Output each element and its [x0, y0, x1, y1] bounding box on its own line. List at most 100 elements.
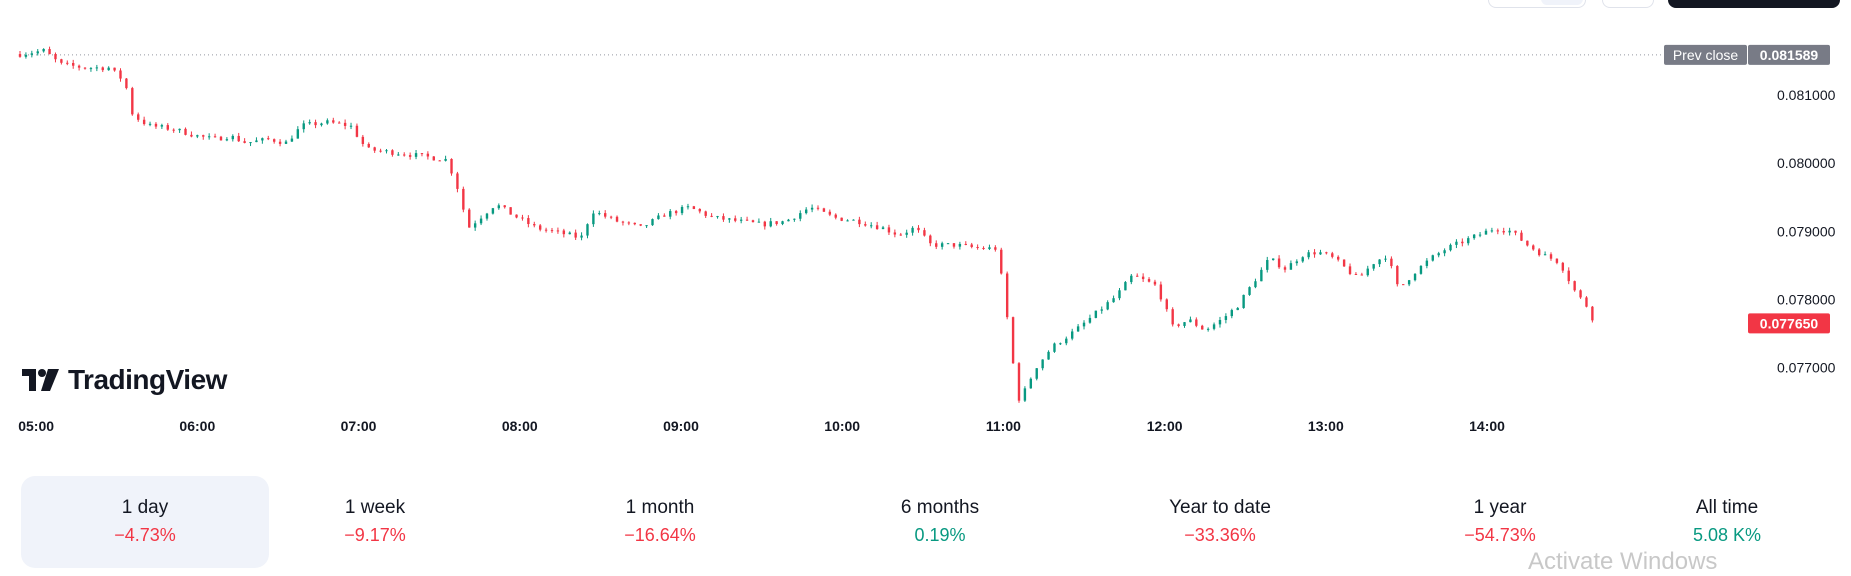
candle: [190, 131, 193, 138]
candle-body: [95, 67, 99, 69]
candle-body: [1301, 257, 1304, 262]
candle: [970, 242, 973, 249]
candle-body: [1549, 254, 1553, 259]
candle-body: [1354, 273, 1358, 275]
candle: [1425, 258, 1429, 269]
candle-body: [1378, 259, 1381, 265]
candle-body: [1472, 234, 1476, 239]
period-year-to-date[interactable]: Year to date −33.36%: [1096, 476, 1344, 568]
candle-body: [196, 135, 199, 137]
candle: [491, 207, 495, 215]
candle: [568, 231, 571, 235]
candle: [905, 229, 908, 238]
candle-body: [172, 129, 175, 131]
candle: [917, 225, 920, 233]
candle: [870, 222, 873, 229]
candle: [379, 148, 382, 153]
candle: [343, 119, 347, 130]
candle: [497, 203, 501, 210]
candle: [1520, 230, 1523, 242]
candle: [1029, 377, 1033, 389]
period-6-months[interactable]: 6 months 0.19%: [816, 476, 1064, 568]
candle-body: [1224, 316, 1228, 320]
period-all-time[interactable]: All time 5.08 K%: [1603, 476, 1851, 568]
candle: [1070, 328, 1074, 341]
candle-body: [1124, 282, 1127, 291]
candle-body: [403, 154, 406, 156]
candle-body: [1147, 279, 1151, 282]
candle-body: [101, 67, 104, 71]
candle-body: [89, 68, 93, 70]
candle: [609, 215, 613, 220]
candle-body: [1277, 258, 1281, 268]
candle: [1177, 323, 1180, 328]
candle: [426, 151, 430, 160]
period-1-week[interactable]: 1 week −9.17%: [251, 476, 499, 568]
candle-body: [190, 134, 193, 137]
candle-body: [940, 243, 944, 247]
candle-body: [633, 222, 636, 225]
candle-body: [1141, 276, 1145, 280]
candle: [816, 205, 820, 211]
candle: [562, 228, 566, 238]
candle-body: [473, 223, 477, 228]
candle-body: [408, 155, 412, 157]
candle-body: [184, 128, 187, 135]
candle: [72, 59, 75, 69]
candle: [1467, 236, 1470, 246]
candle-body: [1331, 253, 1334, 257]
period-1-month[interactable]: 1 month −16.64%: [536, 476, 784, 568]
time-tick-label: 07:00: [341, 418, 377, 434]
candle: [290, 135, 294, 142]
period-label: 6 months: [900, 497, 980, 518]
candle-body: [397, 154, 400, 156]
candle-body: [538, 225, 542, 230]
candle-body: [917, 227, 920, 231]
candle-body: [810, 207, 814, 210]
candle-body: [734, 218, 737, 221]
period-change: 0.19%: [914, 525, 966, 545]
price-chart[interactable]: 0.081000 0.080000 0.079000 0.078000 0.077000…: [0, 0, 1851, 450]
candle-body: [1520, 232, 1523, 241]
tradingview-logo[interactable]: TradingView: [22, 364, 227, 396]
candle-body: [598, 213, 601, 215]
candle: [686, 203, 690, 210]
candle: [680, 205, 684, 216]
candle-body: [1260, 269, 1263, 282]
period-1-day[interactable]: 1 day −4.73%: [21, 476, 269, 568]
candle: [237, 132, 240, 142]
candle: [1130, 273, 1133, 285]
candle: [60, 58, 63, 65]
candle: [338, 121, 341, 124]
period-change: −4.73%: [114, 525, 176, 545]
candle: [698, 208, 701, 214]
time-axis: 05:00 06:00 07:00 08:00 09:00 10:00 11:00 12:00…: [18, 418, 1505, 434]
candle-body: [367, 143, 370, 148]
candle: [1183, 321, 1186, 328]
candle: [320, 122, 323, 127]
period-1-year[interactable]: 1 year −54.73%: [1376, 476, 1624, 568]
candle: [1082, 320, 1086, 330]
candle: [645, 225, 648, 228]
candle: [840, 217, 843, 222]
candle: [799, 210, 802, 222]
candle: [101, 66, 104, 73]
candle-body: [1319, 252, 1322, 255]
candle-body: [864, 224, 867, 226]
candle-body: [840, 217, 843, 221]
price-tick-label: 0.078000: [1777, 292, 1836, 308]
candle: [408, 152, 412, 160]
candle-body: [426, 153, 430, 157]
candle: [1266, 256, 1269, 273]
candle: [373, 146, 376, 153]
candle: [438, 160, 441, 162]
candle-body: [1041, 359, 1044, 369]
candle-body: [30, 53, 34, 55]
candle: [1555, 258, 1559, 265]
candle-body: [1118, 290, 1121, 299]
candle-body: [338, 122, 341, 124]
candle: [1076, 324, 1080, 332]
candle: [592, 210, 595, 227]
candle-body: [497, 205, 501, 209]
price-tick-label: 0.080000: [1777, 155, 1836, 171]
